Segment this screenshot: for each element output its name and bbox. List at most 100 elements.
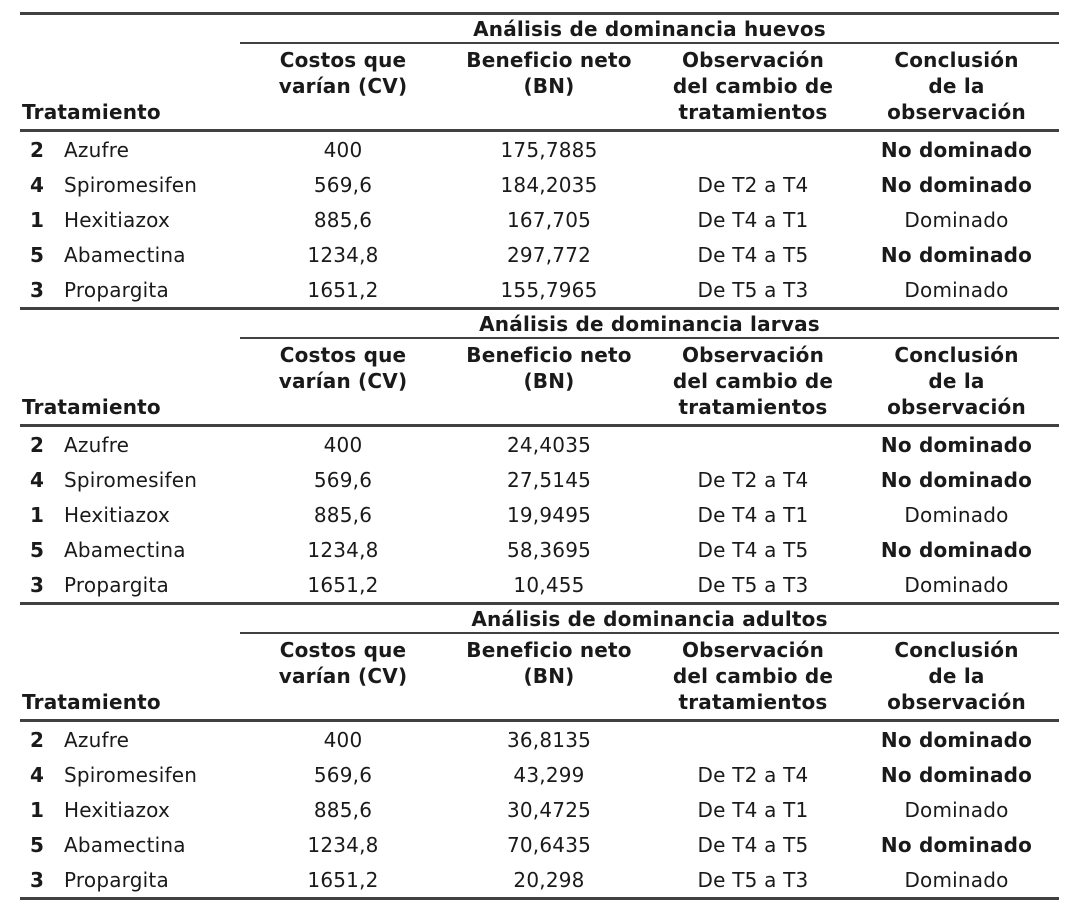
- cv-value: 1234,8: [307, 537, 379, 562]
- conclusion-value: Dominado: [904, 502, 1009, 527]
- col-header-conclusion: Conclusión de la observación: [854, 338, 1059, 427]
- table-title: Análisis de dominancia larvas: [240, 307, 1059, 339]
- observation-value: De T4 a T1: [697, 207, 809, 232]
- treatment-number: 5: [30, 537, 45, 562]
- cv-value: 885,6: [313, 797, 373, 822]
- table-row: 4 Spiromesifen 569,6 27,5145 De T2 a T4 N…: [20, 462, 1059, 497]
- col-header-cv: Costos que varían (CV): [240, 633, 446, 722]
- conclusion-value: No dominado: [880, 137, 1033, 162]
- cv-value: 569,6: [313, 762, 373, 787]
- cv-value: 1651,2: [307, 572, 379, 597]
- bn-value: 10,455: [513, 572, 585, 597]
- bn-value: 70,6435: [506, 832, 592, 857]
- observation-value: [652, 426, 854, 463]
- conclusion-value: Dominado: [904, 207, 1009, 232]
- table-title-row: Análisis de dominancia larvas: [20, 307, 1059, 339]
- observation-value: De T4 a T5: [697, 537, 809, 562]
- treatment-number: 4: [30, 467, 45, 492]
- table-row: 1 Hexitiazox 885,6 19,9495 De T4 a T1 Dom…: [20, 497, 1059, 532]
- table-row: 2 Azufre 400 36,8135 No dominado: [20, 721, 1059, 758]
- col-header-observation: Observación del cambio de tratamientos: [652, 633, 854, 722]
- conclusion-value: Dominado: [904, 797, 1009, 822]
- cv-value: 400: [323, 432, 363, 457]
- conclusion-value: No dominado: [880, 432, 1033, 457]
- cv-value: 885,6: [313, 502, 373, 527]
- treatment-name: Azufre: [64, 432, 130, 457]
- table-row: 5 Abamectina 1234,8 297,772 De T4 a T5 No…: [20, 237, 1059, 272]
- observation-value: De T4 a T5: [697, 832, 809, 857]
- conclusion-value: Dominado: [854, 862, 1060, 900]
- dominance-table-adultos: Análisis de dominancia adultos Tratamien…: [20, 602, 1060, 900]
- table-title-row: Análisis de dominancia huevos: [20, 12, 1059, 44]
- table-row: 3 Propargita 1651,2 10,455 De T5 a T3 Dom…: [20, 567, 1059, 602]
- treatment-number: 2: [30, 137, 45, 162]
- conclusion-value: No dominado: [880, 762, 1033, 787]
- table-row: 2 Azufre 400 24,4035 No dominado: [20, 426, 1059, 463]
- treatment-number: 1: [30, 797, 45, 822]
- cv-value: 885,6: [313, 207, 373, 232]
- treatment-number: 1: [30, 502, 45, 527]
- observation-value: [652, 131, 854, 168]
- col-header-cv: Costos que varían (CV): [240, 43, 446, 132]
- cv-value: 400: [323, 137, 363, 162]
- treatment-number: 2: [30, 727, 45, 752]
- bn-value: 27,5145: [506, 467, 592, 492]
- treatment-name: Hexitiazox: [64, 207, 170, 232]
- bn-value: 24,4035: [506, 432, 592, 457]
- table-row: 3 Propargita 1651,2 155,7965 De T5 a T3 D…: [20, 272, 1059, 307]
- treatment-number: 2: [30, 432, 45, 457]
- treatment-name: Propargita: [64, 867, 169, 892]
- treatment-name: Spiromesifen: [64, 762, 198, 787]
- table-header-row: Tratamiento Costos que varían (CV) Benef…: [20, 338, 1059, 427]
- table-row: 2 Azufre 400 175,7885 No dominado: [20, 131, 1059, 168]
- treatment-name: Spiromesifen: [64, 172, 198, 197]
- table-row: 5 Abamectina 1234,8 58,3695 De T4 a T5 No…: [20, 532, 1059, 567]
- treatment-name: Abamectina: [64, 832, 186, 857]
- treatment-name: Azufre: [64, 727, 130, 752]
- col-header-observation: Observación del cambio de tratamientos: [652, 43, 854, 132]
- table-row: 1 Hexitiazox 885,6 167,705 De T4 a T1 Dom…: [20, 202, 1059, 237]
- treatment-number: 4: [30, 762, 45, 787]
- observation-value: De T2 a T4: [697, 467, 809, 492]
- treatment-number: 1: [30, 207, 45, 232]
- observation-value: De T4 a T1: [697, 797, 809, 822]
- table-title: Análisis de dominancia adultos: [240, 602, 1060, 634]
- col-header-bn: Beneficio neto (BN): [446, 338, 652, 427]
- observation-value: De T5 a T3: [697, 572, 809, 597]
- bn-value: 184,2035: [500, 172, 598, 197]
- treatment-name: Propargita: [64, 572, 169, 597]
- observation-value: De T2 a T4: [697, 172, 809, 197]
- col-header-treatment: Tratamiento: [20, 338, 240, 427]
- cv-value: 400: [323, 727, 363, 752]
- dominance-table-larvas: Análisis de dominancia larvas Tratamient…: [20, 307, 1059, 602]
- bn-value: 167,705: [506, 207, 592, 232]
- treatment-name: Hexitiazox: [64, 502, 170, 527]
- treatment-name: Abamectina: [64, 242, 186, 267]
- cv-value: 1234,8: [307, 242, 379, 267]
- bn-value: 297,772: [506, 242, 592, 267]
- bn-value: 43,299: [513, 762, 585, 787]
- table-row: 1 Hexitiazox 885,6 30,4725 De T4 a T1 Dom…: [20, 792, 1059, 827]
- treatment-name: Spiromesifen: [64, 467, 198, 492]
- bn-value: 175,7885: [500, 137, 598, 162]
- conclusion-value: No dominado: [880, 467, 1033, 492]
- treatment-name: Hexitiazox: [64, 797, 170, 822]
- col-header-treatment: Tratamiento: [20, 633, 240, 722]
- observation-value: De T5 a T3: [697, 277, 809, 302]
- table-title: Análisis de dominancia huevos: [240, 12, 1059, 44]
- treatment-number: 5: [30, 242, 45, 267]
- treatment-name: Propargita: [64, 277, 169, 302]
- observation-value: [652, 721, 854, 758]
- bn-value: 36,8135: [506, 727, 592, 752]
- conclusion-value: No dominado: [880, 172, 1033, 197]
- table-row: 5 Abamectina 1234,8 70,6435 De T4 a T5 No…: [20, 827, 1059, 862]
- table-row: 4 Spiromesifen 569,6 184,2035 De T2 a T4 …: [20, 167, 1059, 202]
- col-header-bn: Beneficio neto (BN): [446, 43, 652, 132]
- table-header-row: Tratamiento Costos que varían (CV) Benef…: [20, 633, 1060, 722]
- cv-value: 569,6: [313, 172, 373, 197]
- dominance-table-huevos: Análisis de dominancia huevos Tratamient…: [20, 12, 1059, 307]
- conclusion-value: No dominado: [880, 242, 1033, 267]
- observation-value: De T5 a T3: [652, 862, 854, 900]
- treatment-name: Abamectina: [64, 537, 186, 562]
- conclusion-value: Dominado: [904, 572, 1009, 597]
